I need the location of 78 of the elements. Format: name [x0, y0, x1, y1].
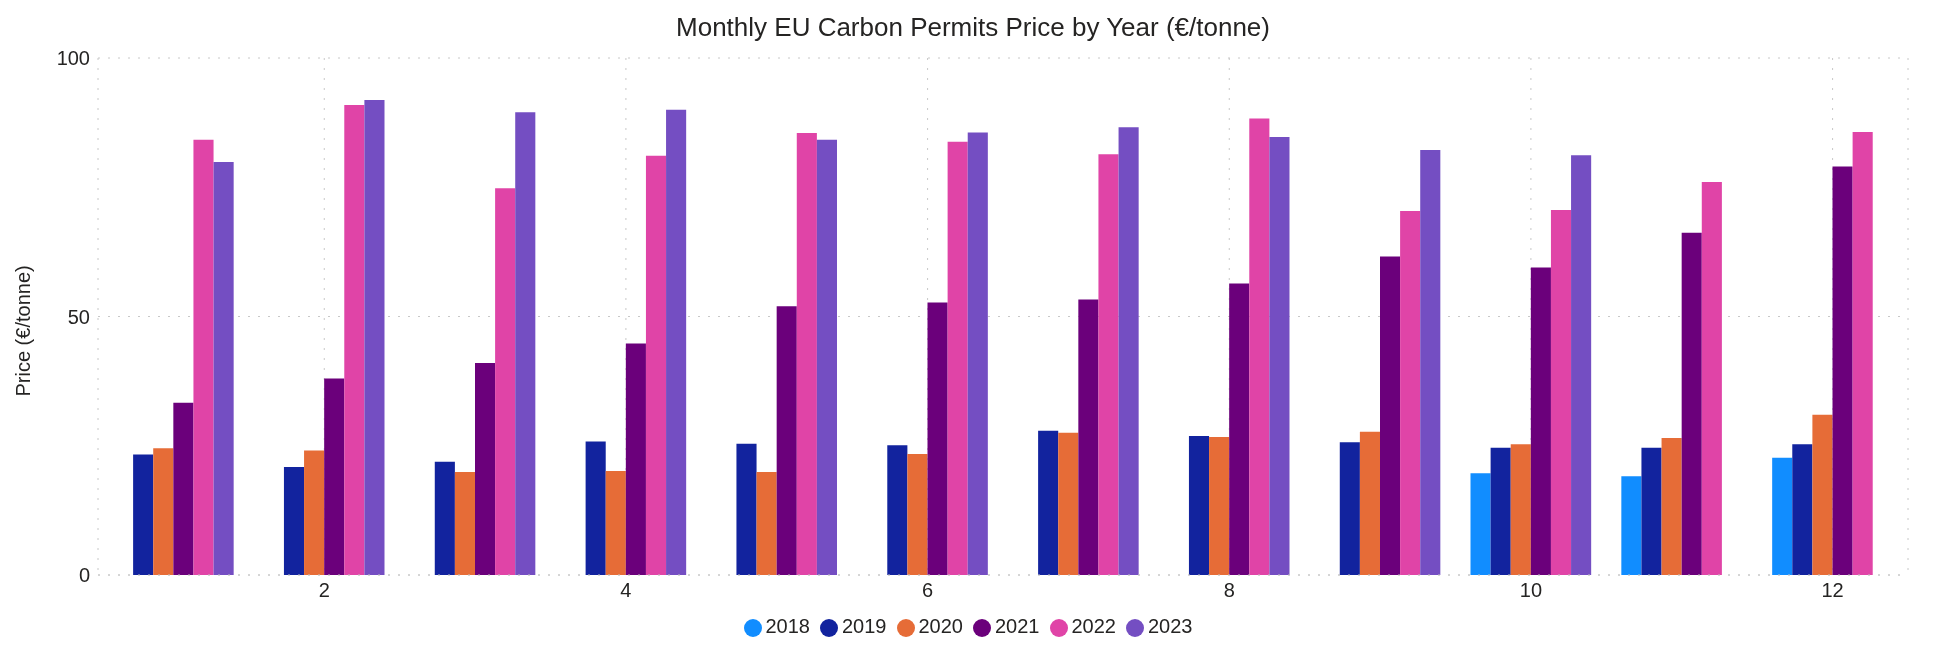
y-tick-label: 0 [78, 564, 90, 587]
bar [495, 188, 516, 575]
bar [1420, 150, 1441, 575]
bar [947, 141, 968, 575]
bar [1038, 430, 1059, 575]
bar [927, 302, 948, 575]
bar [1530, 267, 1551, 575]
y-tick-label: 100 [56, 47, 90, 70]
bar [1792, 444, 1813, 575]
bar [1058, 432, 1079, 575]
bar [475, 363, 496, 575]
bar [907, 454, 928, 575]
bar [364, 99, 385, 575]
legend-label: 2022 [1071, 615, 1116, 637]
legend-label: 2023 [1148, 615, 1193, 637]
bar [1812, 414, 1833, 575]
bar [1832, 166, 1853, 575]
bar [1209, 436, 1230, 575]
bar [1249, 118, 1270, 575]
bar [645, 155, 667, 575]
bar [625, 343, 646, 575]
bar [1621, 476, 1642, 575]
bar [213, 161, 234, 575]
legend-label: 2019 [842, 615, 887, 637]
bar [967, 132, 988, 575]
y-tick-label: 50 [67, 305, 90, 328]
legend-label: 2018 [765, 615, 810, 637]
bar [887, 445, 908, 575]
bar [1510, 444, 1531, 575]
chart-title: Monthly EU Carbon Permits Price by Year (€/tonne) [675, 12, 1271, 43]
bar [585, 441, 606, 575]
bar [193, 139, 214, 575]
legend-label: 2020 [918, 615, 963, 637]
x-tick-label: 8 [1223, 579, 1235, 602]
bar [666, 109, 687, 575]
bar [283, 466, 305, 575]
bar [1269, 137, 1290, 575]
bar [344, 105, 365, 575]
bar [133, 454, 154, 575]
y-axis-title: Price (€/tonne) [12, 265, 35, 397]
bar [173, 402, 194, 575]
bar [434, 461, 455, 575]
bar [1681, 232, 1702, 575]
bar [304, 450, 325, 575]
x-tick-label: 6 [922, 579, 934, 602]
bar [1188, 435, 1210, 575]
bar [776, 306, 797, 575]
bar [1339, 442, 1360, 575]
bar [1229, 283, 1250, 575]
bar [1380, 256, 1401, 575]
bar [1359, 431, 1380, 575]
bar [1490, 447, 1511, 575]
bar [1772, 457, 1793, 575]
bar [1701, 182, 1722, 575]
legend-label: 2021 [995, 615, 1040, 637]
bar [454, 472, 475, 575]
x-tick-label: 12 [1821, 579, 1844, 602]
bar [796, 132, 817, 575]
bar [1098, 154, 1119, 575]
bar [153, 448, 174, 575]
bar [756, 472, 777, 575]
bar [1078, 299, 1099, 575]
bar [1571, 155, 1592, 575]
x-tick-label: 4 [620, 579, 632, 602]
bar [816, 139, 837, 575]
bar [1400, 211, 1421, 575]
bar [1550, 210, 1572, 575]
bar [515, 112, 536, 575]
bar [736, 443, 757, 575]
bar [1470, 473, 1491, 575]
bar [324, 378, 345, 575]
bar [1661, 438, 1682, 575]
bar [605, 471, 626, 575]
x-tick-label: 10 [1519, 579, 1543, 602]
x-tick-label: 2 [318, 579, 330, 602]
bar [1852, 131, 1873, 575]
bar [1118, 127, 1139, 575]
bar [1641, 447, 1662, 575]
